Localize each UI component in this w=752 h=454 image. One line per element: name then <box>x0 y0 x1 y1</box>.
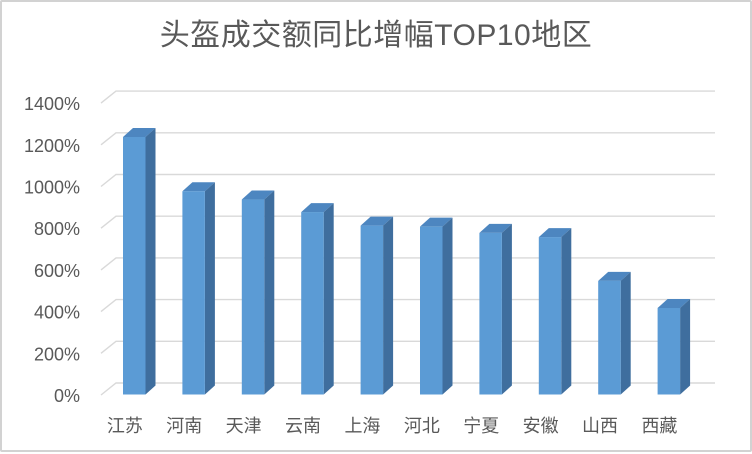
bar-top-face <box>123 128 156 138</box>
gridline <box>100 298 715 313</box>
x-axis-category-label: 江苏 <box>107 416 143 436</box>
y-axis-tick-label: 800% <box>34 219 80 239</box>
y-axis-tick-label: 1000% <box>24 178 80 198</box>
bar-front-face <box>538 237 562 395</box>
x-axis-category-label: 上海 <box>344 416 380 436</box>
y-axis-tick-label: 600% <box>34 261 80 281</box>
y-axis-tick-label: 1200% <box>24 136 80 156</box>
bar-front-face <box>479 232 502 395</box>
x-axis-category-label: 西藏 <box>641 416 677 436</box>
bar-front-face <box>241 199 265 395</box>
bar-4[interactable] <box>301 203 334 395</box>
bar-7[interactable] <box>479 223 512 395</box>
bar-top-face <box>598 271 631 281</box>
x-axis-category-label: 山西 <box>582 416 618 436</box>
y-axis-tick-label: 400% <box>34 303 80 323</box>
bar-side-face <box>383 216 394 395</box>
gridline <box>100 215 715 229</box>
bar-3[interactable] <box>241 190 275 395</box>
y-axis-tick-label: 200% <box>34 344 80 364</box>
bar-side-face <box>620 271 631 395</box>
x-axis-category-label: 云南 <box>285 416 321 436</box>
bar-top-face <box>360 216 394 226</box>
bar-9[interactable] <box>598 271 631 395</box>
bar-side-face <box>680 298 691 395</box>
x-axis-category-label: 天津 <box>226 416 262 436</box>
y-axis-tick-label: 0% <box>54 386 80 406</box>
bar-front-face <box>123 137 146 395</box>
y-axis-tick-label: 1400% <box>24 94 80 114</box>
bar-top-face <box>301 203 334 213</box>
x-axis-category-label: 安徽 <box>523 416 559 436</box>
bar-front-face <box>598 280 621 395</box>
bar-side-face <box>561 228 572 395</box>
bar-front-face <box>182 191 205 395</box>
gridline <box>100 90 715 104</box>
gridline <box>100 173 715 188</box>
bar-5[interactable] <box>360 216 394 395</box>
bar-front-face <box>301 212 324 395</box>
bar-top-face <box>420 217 453 227</box>
bar-2[interactable] <box>182 182 215 395</box>
bar-front-face <box>420 226 443 395</box>
bar-side-face <box>442 217 453 395</box>
bar-top-face <box>657 298 691 308</box>
gridline <box>100 132 715 146</box>
bar-side-face <box>145 128 156 395</box>
bar-front-face <box>657 307 681 395</box>
bar-side-face <box>501 223 512 395</box>
bar-1[interactable] <box>123 128 156 395</box>
bar-side-face <box>264 190 275 395</box>
gridline <box>100 257 715 271</box>
bar-8[interactable] <box>538 228 572 395</box>
bar-top-face <box>241 190 275 200</box>
x-axis-category-label: 河南 <box>166 416 202 436</box>
gridline <box>100 382 715 396</box>
gridline <box>100 340 715 354</box>
bar-side-face <box>204 182 215 395</box>
bar-top-face <box>182 182 215 192</box>
bar-top-face <box>538 228 572 238</box>
bar-10[interactable] <box>657 298 691 395</box>
x-axis-category-label: 河北 <box>404 416 440 436</box>
chart-title: 头盔成交额同比增幅TOP10地区 <box>159 19 593 52</box>
x-axis-category-label: 宁夏 <box>463 416 499 436</box>
bar-6[interactable] <box>420 217 453 395</box>
bar-side-face <box>323 203 334 395</box>
bar-front-face <box>360 225 384 395</box>
bar-top-face <box>479 223 512 233</box>
